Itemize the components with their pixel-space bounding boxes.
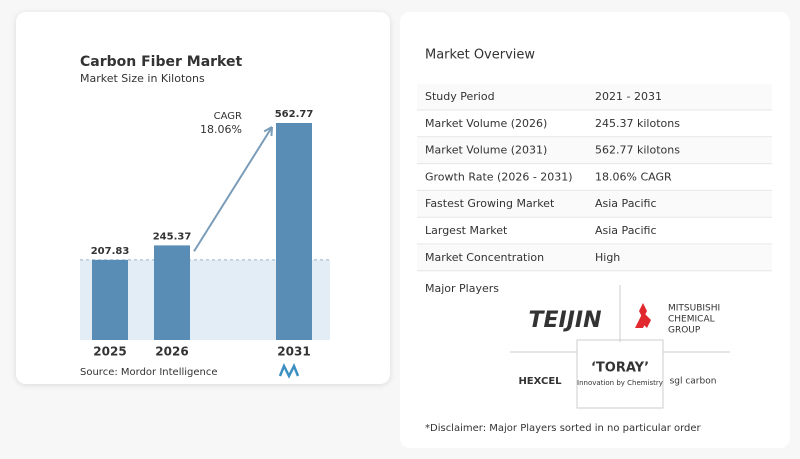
- cagr-label: CAGR: [214, 111, 242, 122]
- teijin-logo: TEIJIN: [528, 308, 601, 333]
- row-value: Asia Pacific: [595, 197, 657, 210]
- cagr-value: 18.06%: [200, 123, 242, 136]
- mitsubishi-line: MITSUBISHI: [668, 304, 720, 314]
- mitsubishi-line: GROUP: [668, 326, 701, 336]
- value-label: 562.77: [275, 109, 314, 120]
- row-label: Market Volume (2031): [425, 144, 547, 157]
- toray-logo: ‘TORAY’: [591, 361, 649, 376]
- row-bg: [417, 191, 772, 218]
- cagr-arrowhead: [263, 126, 273, 137]
- row-label: Study Period: [425, 90, 495, 103]
- row-value: 2021 - 2031: [595, 90, 662, 103]
- row-bg: [417, 164, 772, 191]
- row-bg: [417, 244, 772, 271]
- bar: [276, 123, 312, 340]
- row-bg: [417, 110, 772, 137]
- row-label: Fastest Growing Market: [425, 197, 555, 210]
- value-label: 245.37: [153, 231, 192, 242]
- row-label: Growth Rate (2026 - 2031): [425, 170, 573, 183]
- chart-subtitle: Market Size in Kilotons: [80, 72, 205, 85]
- mitsubishi-line: CHEMICAL: [668, 315, 715, 325]
- sgl-logo: sgl carbon: [670, 377, 717, 387]
- bar: [92, 259, 128, 340]
- toray-tagline: Innovation by Chemistry: [577, 379, 663, 387]
- row-value: Asia Pacific: [595, 224, 657, 237]
- logo-grid: [510, 285, 730, 409]
- value-label: 207.83: [91, 246, 130, 257]
- overview-title: Market Overview: [425, 48, 535, 63]
- row-bg: [417, 84, 772, 110]
- source: Source: Mordor Intelligence: [80, 367, 218, 378]
- players-title: Major Players: [425, 282, 499, 295]
- row-value: 245.37 kilotons: [595, 117, 680, 130]
- x-tick-label: 2031: [277, 345, 310, 359]
- chart-title: Carbon Fiber Market: [80, 54, 242, 70]
- row-value: 562.77 kilotons: [595, 144, 680, 157]
- row-label: Market Volume (2026): [425, 117, 547, 130]
- row-value: High: [595, 251, 620, 264]
- hexcel-logo: HEXCEL: [518, 376, 562, 387]
- mitsubishi-mark: [635, 303, 651, 328]
- row-value: 18.06% CAGR: [595, 170, 672, 183]
- row-bg: [417, 137, 772, 164]
- x-tick-label: 2026: [155, 345, 188, 359]
- row-bg: [417, 218, 772, 244]
- cagr-arrow: [193, 126, 273, 252]
- brand-logo: [278, 362, 300, 379]
- row-label: Largest Market: [425, 224, 508, 237]
- row-label: Market Concentration: [425, 251, 544, 264]
- x-tick-label: 2025: [93, 345, 126, 359]
- bar: [154, 245, 190, 340]
- disclaimer: *Disclaimer: Major Players sorted in no …: [425, 423, 702, 434]
